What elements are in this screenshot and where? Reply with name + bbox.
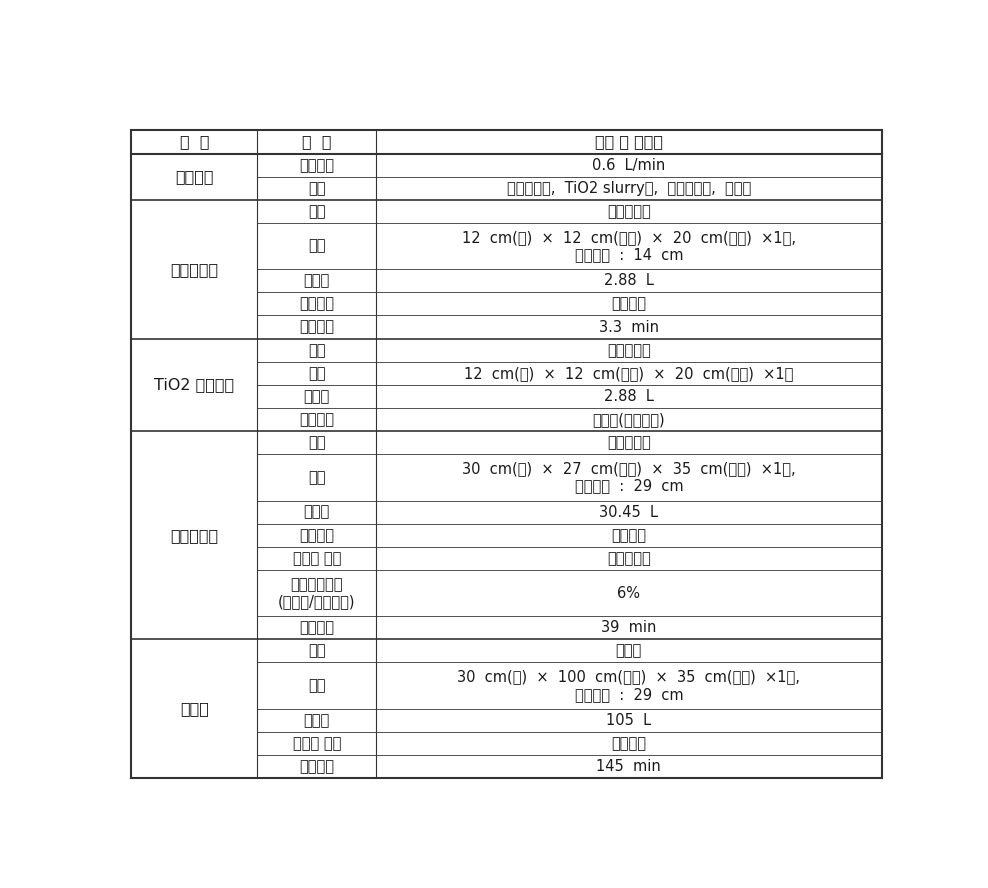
Text: 규격: 규격 [308,239,326,254]
Text: 수직패들식: 수직패들식 [607,204,651,219]
Text: 12  cm(폭)  ×  12  cm(길이)  ×  20  cm(높이)  ×1지,
유효수심  :  14  cm: 12 cm(폭) × 12 cm(길이) × 20 cm(높이) ×1지, 유효… [461,230,796,262]
Text: 체류시간: 체류시간 [299,759,334,774]
Text: 장방형: 장방형 [616,643,642,658]
Text: 형태: 형태 [308,435,326,450]
Text: 규격: 규격 [308,678,326,693]
Text: 총체적: 총체적 [303,274,330,289]
Text: 설계유량: 설계유량 [299,158,334,172]
Text: 145  min: 145 min [597,759,661,774]
Text: 삼각웨어: 삼각웨어 [612,736,646,751]
Text: 약품혼화지: 약품혼화지 [170,262,218,277]
Text: 자연유하: 자연유하 [612,297,646,312]
Text: 정류벽개구비
(단면적/개구면적): 정류벽개구비 (단면적/개구면적) [278,577,356,609]
Text: 2.88  L: 2.88 L [604,389,654,404]
Text: 플록형성지: 플록형성지 [170,527,218,543]
Text: 2.88  L: 2.88 L [604,274,654,289]
Text: 0.6  L/min: 0.6 L/min [592,158,666,172]
Text: TiO2 슬러리지: TiO2 슬러리지 [154,377,234,392]
Text: 30  cm(폭)  ×  27  cm(길이)  ×  35  cm(높이)  ×1지,
유효수심  :  29  cm: 30 cm(폭) × 27 cm(길이) × 35 cm(높이) ×1지, 유효… [462,461,795,494]
Text: 규격: 규격 [308,366,326,381]
Text: 총체적: 총체적 [303,504,330,519]
Text: 총체적: 총체적 [303,389,330,404]
Text: 규격: 규격 [308,470,326,485]
Text: 형태: 형태 [308,343,326,358]
Text: 항  목: 항 목 [302,135,332,149]
Text: 체류시간: 체류시간 [299,620,334,635]
Text: 구성: 구성 [308,181,326,196]
Text: 30.45  L: 30.45 L [600,504,658,519]
Text: 총체적: 총체적 [303,713,330,727]
Text: 유출방식: 유출방식 [299,412,334,427]
Text: 자연유하: 자연유하 [612,527,646,543]
Text: 시설 및 설계값: 시설 및 설계값 [595,135,663,149]
Text: 형태: 형태 [308,643,326,658]
Text: 유출부 형태: 유출부 형태 [292,551,341,566]
Text: 6%: 6% [618,585,640,600]
Text: 유출방식: 유출방식 [299,297,334,312]
Text: 유입방식: 유입방식 [299,527,334,543]
Text: 구  분: 구 분 [180,135,209,149]
Text: 3.3  min: 3.3 min [599,320,659,335]
Text: 침전지: 침전지 [180,702,208,716]
Text: 체류시간: 체류시간 [299,320,334,335]
Text: 가압식(정량펌프): 가압식(정량펌프) [593,412,665,427]
Text: 기본사항: 기본사항 [175,170,213,184]
Text: 12  cm(폭)  ×  12  cm(길이)  ×  20  cm(수심)  ×1지: 12 cm(폭) × 12 cm(길이) × 20 cm(수심) ×1지 [464,366,793,381]
Text: 수직패들식: 수직패들식 [607,343,651,358]
Text: 105  L: 105 L [607,713,651,727]
Text: 유출부 형태: 유출부 형태 [292,736,341,751]
Text: 유공정류벽: 유공정류벽 [607,551,651,566]
Text: 30  cm(폭)  ×  100  cm(길이)  ×  35  cm(높이)  ×1지,
유효수심  :  29  cm: 30 cm(폭) × 100 cm(길이) × 35 cm(높이) ×1지, 유… [457,670,800,702]
Text: 형태: 형태 [308,204,326,219]
Text: 39  min: 39 min [601,620,657,635]
Text: 약품혼화지,  TiO2 slurry지,  플록형성지,  침전지: 약품혼화지, TiO2 slurry지, 플록형성지, 침전지 [507,181,751,196]
Text: 수평패들식: 수평패들식 [607,435,651,450]
